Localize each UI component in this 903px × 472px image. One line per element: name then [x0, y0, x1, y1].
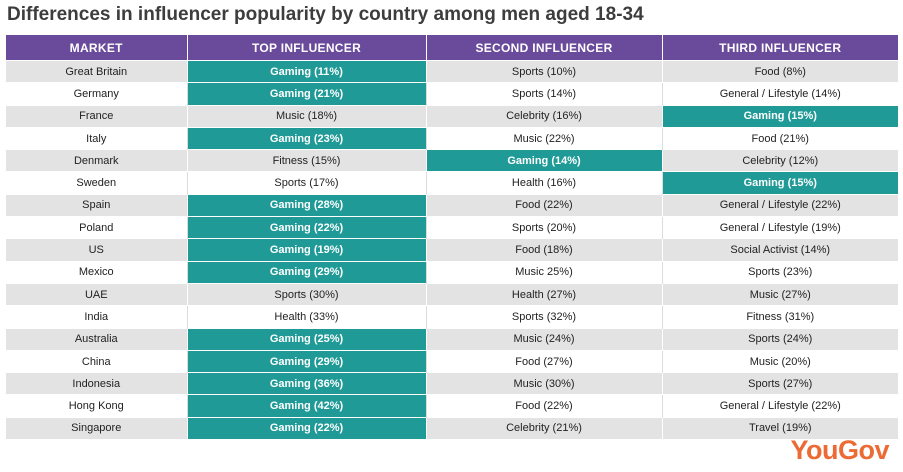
- top-influencer-cell: Fitness (15%): [187, 149, 427, 172]
- third-influencer-cell: Sports (23%): [662, 260, 898, 284]
- third-influencer-cell: Social Activist (14%): [662, 238, 898, 262]
- third-influencer-cell: Gaming (15%): [662, 171, 898, 195]
- table-row: Hong Kong Gaming (42%) Food (22%) General /…: [6, 394, 898, 418]
- second-influencer-cell: Music (22%): [426, 126, 663, 150]
- second-influencer-cell: Sports (10%): [426, 59, 663, 83]
- table-row: US Gaming (19%) Food (18%) Social Activist …: [6, 238, 898, 262]
- third-influencer-cell: Music (27%): [662, 282, 898, 306]
- second-influencer-cell: Food (18%): [426, 238, 663, 262]
- market-cell: US: [6, 238, 188, 262]
- table-row: UAE Sports (30%) Health (27%) Music (27%): [6, 282, 898, 306]
- market-cell: Hong Kong: [6, 394, 188, 418]
- table-row: Germany Gaming (21%) Sports (14%) General /…: [6, 82, 898, 106]
- third-influencer-cell: Music (20%): [662, 349, 898, 373]
- market-cell: Sweden: [6, 171, 188, 195]
- third-influencer-cell: Sports (27%): [662, 372, 898, 395]
- third-influencer-cell: Sports (24%): [662, 327, 898, 351]
- table-row: Singapore Gaming (22%) Celebrity (21%) Trav…: [6, 416, 898, 440]
- second-influencer-cell: Celebrity (16%): [426, 104, 663, 128]
- table-row: Australia Gaming (25%) Music (24%) Sports (…: [6, 327, 898, 351]
- third-influencer-cell: General / Lifestyle (19%): [662, 216, 898, 239]
- top-influencer-cell: Gaming (22%): [187, 416, 427, 440]
- top-influencer-cell: Sports (17%): [187, 171, 427, 195]
- market-cell: Mexico: [6, 260, 188, 284]
- top-influencer-cell: Gaming (29%): [187, 260, 427, 284]
- second-influencer-cell: Music 25%): [426, 260, 663, 284]
- second-influencer-cell: Sports (14%): [426, 82, 663, 106]
- table-row: Great Britain Gaming (11%) Sports (10%) Foo…: [6, 59, 898, 83]
- top-influencer-cell: Gaming (28%): [187, 193, 427, 217]
- table-row: Sweden Sports (17%) Health (16%) Gaming (15…: [6, 171, 898, 195]
- second-influencer-cell: Music (30%): [426, 372, 663, 395]
- market-cell: Italy: [6, 126, 188, 150]
- market-cell: Germany: [6, 82, 188, 106]
- top-influencer-cell: Gaming (19%): [187, 238, 427, 262]
- second-influencer-cell: Gaming (14%): [426, 149, 663, 172]
- third-influencer-cell: General / Lifestyle (22%): [662, 394, 898, 418]
- second-influencer-cell: Celebrity (21%): [426, 416, 663, 440]
- yougov-logo: YouGov: [790, 435, 889, 465]
- second-influencer-cell: Sports (20%): [426, 216, 663, 239]
- second-influencer-cell: Food (22%): [426, 193, 663, 217]
- second-influencer-cell: Health (16%): [426, 171, 663, 195]
- table-row: France Music (18%) Celebrity (16%) Gaming (…: [6, 104, 898, 128]
- top-influencer-cell: Gaming (42%): [187, 394, 427, 418]
- market-cell: Indonesia: [6, 372, 188, 395]
- column-header-top-influencer: TOP INFLUENCER: [187, 35, 427, 61]
- top-influencer-cell: Gaming (29%): [187, 349, 427, 373]
- third-influencer-cell: Gaming (15%): [662, 104, 898, 128]
- market-cell: Denmark: [6, 149, 188, 172]
- column-header-third-influencer: THIRD INFLUENCER: [662, 35, 898, 61]
- table-row: China Gaming (29%) Food (27%) Music (20%): [6, 349, 898, 373]
- market-cell: China: [6, 349, 188, 373]
- top-influencer-cell: Gaming (23%): [187, 126, 427, 150]
- top-influencer-cell: Sports (30%): [187, 282, 427, 306]
- third-influencer-cell: Fitness (31%): [662, 305, 898, 329]
- third-influencer-cell: Celebrity (12%): [662, 149, 898, 172]
- table-header-row: MARKET TOP INFLUENCER SECOND INFLUENCER …: [6, 35, 898, 61]
- third-influencer-cell: Travel (19%): [662, 416, 898, 440]
- table-row: Indonesia Gaming (36%) Music (30%) Sports (…: [6, 372, 898, 395]
- second-influencer-cell: Music (24%): [426, 327, 663, 351]
- market-cell: Poland: [6, 216, 188, 239]
- second-influencer-cell: Food (22%): [426, 394, 663, 418]
- second-influencer-cell: Food (27%): [426, 349, 663, 373]
- table-row: Poland Gaming (22%) Sports (20%) General / …: [6, 216, 898, 239]
- table-row: India Health (33%) Sports (32%) Fitness (31…: [6, 305, 898, 329]
- market-cell: Singapore: [6, 416, 188, 440]
- influencer-table: MARKET TOP INFLUENCER SECOND INFLUENCER …: [6, 35, 898, 440]
- top-influencer-cell: Gaming (25%): [187, 327, 427, 351]
- table-row: Denmark Fitness (15%) Gaming (14%) Celebrit…: [6, 149, 898, 172]
- table-row: Mexico Gaming (29%) Music 25%) Sports (23%): [6, 260, 898, 284]
- third-influencer-cell: General / Lifestyle (14%): [662, 82, 898, 106]
- table-row: Spain Gaming (28%) Food (22%) General / Lif…: [6, 193, 898, 217]
- column-header-market: MARKET: [6, 35, 188, 61]
- table-body: Great Britain Gaming (11%) Sports (10%) Foo…: [6, 59, 898, 440]
- top-influencer-cell: Gaming (36%): [187, 372, 427, 395]
- third-influencer-cell: Food (21%): [662, 126, 898, 150]
- market-cell: Australia: [6, 327, 188, 351]
- market-cell: France: [6, 104, 188, 128]
- chart-title: Differences in influencer popularity by …: [7, 4, 644, 25]
- market-cell: India: [6, 305, 188, 329]
- third-influencer-cell: General / Lifestyle (22%): [662, 193, 898, 217]
- column-header-second-influencer: SECOND INFLUENCER: [426, 35, 663, 61]
- market-cell: Great Britain: [6, 59, 188, 83]
- third-influencer-cell: Food (8%): [662, 59, 898, 83]
- second-influencer-cell: Health (27%): [426, 282, 663, 306]
- second-influencer-cell: Sports (32%): [426, 305, 663, 329]
- top-influencer-cell: Music (18%): [187, 104, 427, 128]
- table-row: Italy Gaming (23%) Music (22%) Food (21%): [6, 126, 898, 150]
- market-cell: Spain: [6, 193, 188, 217]
- top-influencer-cell: Gaming (22%): [187, 216, 427, 239]
- market-cell: UAE: [6, 282, 188, 306]
- top-influencer-cell: Gaming (11%): [187, 59, 427, 83]
- top-influencer-cell: Health (33%): [187, 305, 427, 329]
- top-influencer-cell: Gaming (21%): [187, 82, 427, 106]
